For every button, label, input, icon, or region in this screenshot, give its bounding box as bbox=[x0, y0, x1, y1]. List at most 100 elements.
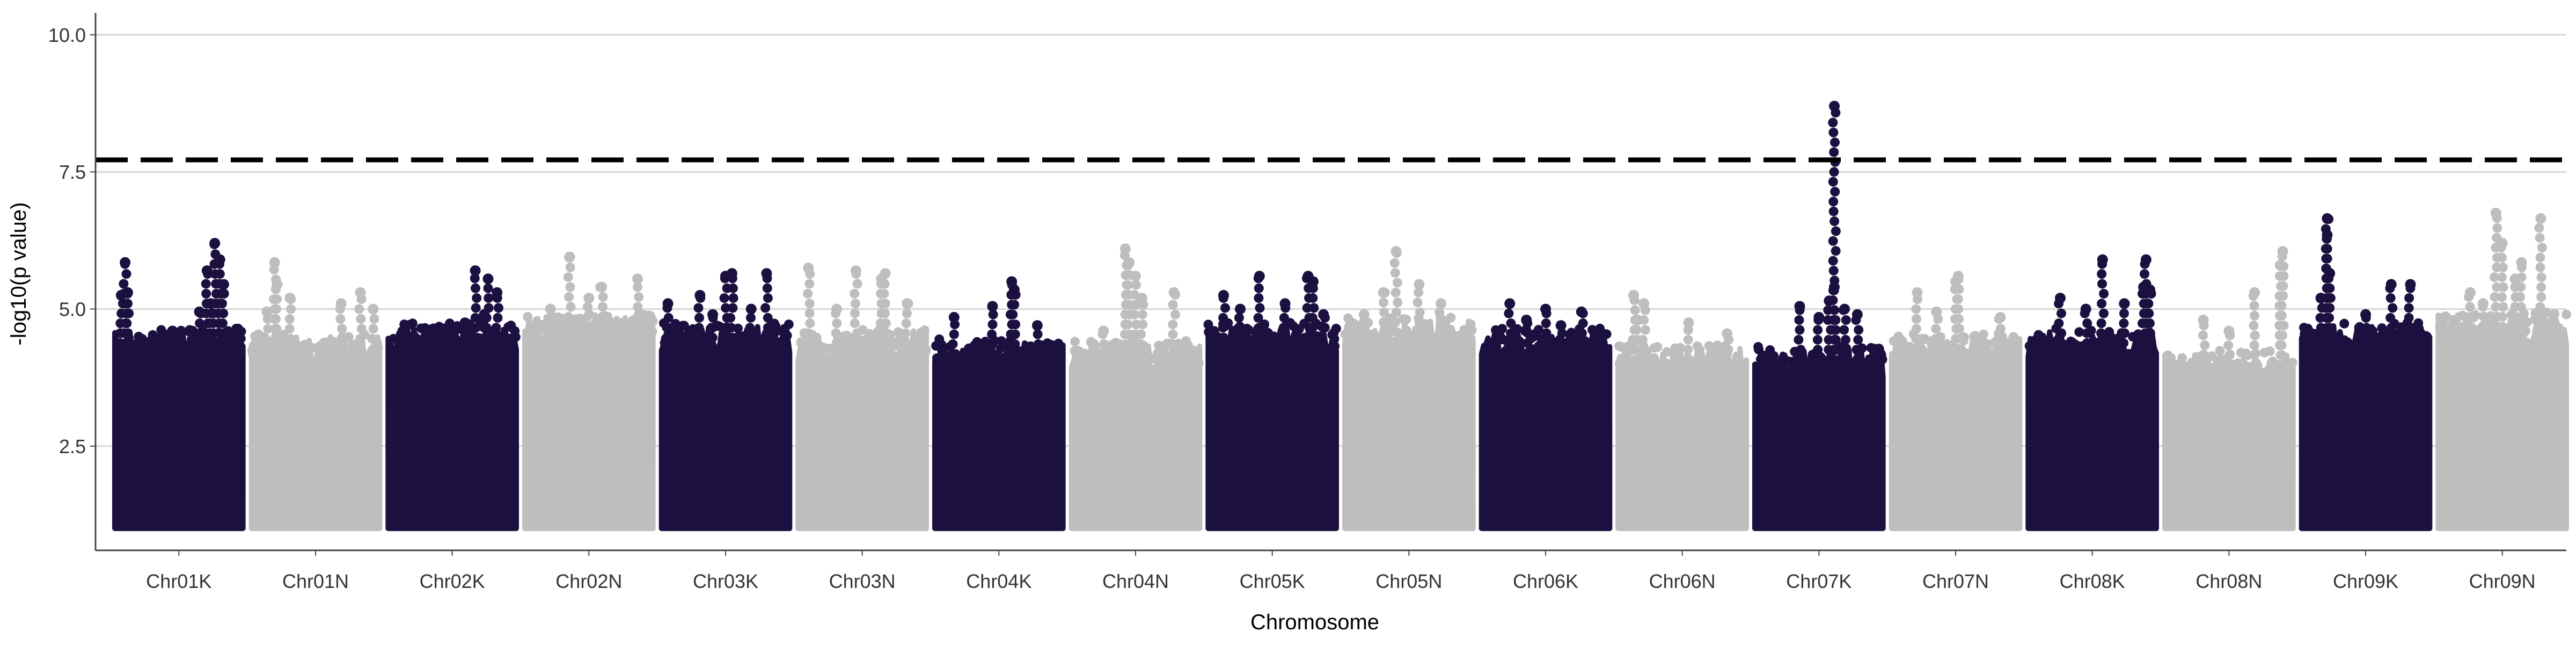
point bbox=[493, 312, 503, 323]
point bbox=[1578, 308, 1588, 318]
series-Chr07N bbox=[1889, 271, 2023, 532]
point bbox=[1633, 335, 1642, 345]
point bbox=[483, 283, 493, 293]
series-Chr09K bbox=[2299, 213, 2433, 532]
point bbox=[2068, 344, 2079, 354]
point bbox=[1930, 353, 1941, 364]
point bbox=[745, 332, 755, 343]
point bbox=[148, 338, 158, 348]
point bbox=[903, 299, 913, 309]
point bbox=[696, 293, 706, 303]
y-tick-label: 2.5 bbox=[59, 435, 86, 457]
point bbox=[272, 324, 282, 334]
point bbox=[1459, 325, 1469, 335]
point bbox=[2215, 346, 2225, 356]
point bbox=[1446, 312, 1456, 323]
point bbox=[2198, 370, 2208, 380]
point bbox=[1309, 332, 1320, 343]
point bbox=[1649, 343, 1659, 353]
point bbox=[2200, 340, 2210, 350]
point bbox=[2404, 332, 2414, 343]
point bbox=[763, 293, 773, 303]
point bbox=[2082, 318, 2092, 329]
point bbox=[582, 311, 592, 322]
point bbox=[893, 327, 903, 337]
point bbox=[201, 279, 211, 289]
point bbox=[1391, 287, 1401, 297]
point bbox=[2385, 332, 2395, 343]
point bbox=[204, 318, 215, 329]
series-Chr02K bbox=[385, 265, 521, 532]
point bbox=[1896, 338, 1906, 348]
point bbox=[2275, 340, 2285, 350]
point bbox=[236, 333, 246, 344]
point bbox=[565, 262, 575, 272]
point bbox=[356, 294, 367, 304]
point bbox=[2387, 323, 2396, 333]
point bbox=[2274, 330, 2285, 340]
point bbox=[1236, 343, 1247, 353]
point bbox=[949, 329, 959, 339]
point bbox=[1391, 307, 1401, 317]
point bbox=[2140, 269, 2149, 279]
point bbox=[1320, 323, 1330, 333]
x-tick-label: Chr07K bbox=[1786, 570, 1851, 592]
point bbox=[916, 328, 926, 338]
point bbox=[1020, 346, 1029, 356]
point bbox=[596, 331, 606, 341]
point bbox=[1504, 308, 1514, 318]
point bbox=[1278, 323, 1289, 333]
point bbox=[1652, 359, 1662, 369]
point bbox=[1840, 364, 1850, 374]
series-Chr06K bbox=[1479, 298, 1613, 532]
point bbox=[2535, 322, 2545, 332]
point bbox=[2074, 327, 2084, 337]
point bbox=[1008, 349, 1019, 359]
point bbox=[2404, 312, 2414, 323]
point bbox=[1218, 343, 1228, 353]
point bbox=[2496, 243, 2506, 253]
point bbox=[1308, 293, 1318, 303]
point bbox=[471, 303, 481, 313]
point bbox=[1823, 315, 1833, 325]
point bbox=[1219, 332, 1228, 343]
point bbox=[1713, 340, 1722, 351]
point bbox=[1076, 356, 1086, 366]
point bbox=[1675, 343, 1685, 353]
point bbox=[2145, 318, 2155, 329]
y-tick-label: 5.0 bbox=[59, 299, 86, 321]
point bbox=[1496, 332, 1506, 342]
point bbox=[2277, 261, 2287, 271]
point bbox=[2497, 292, 2507, 302]
point bbox=[269, 265, 279, 274]
point bbox=[2499, 331, 2509, 341]
point bbox=[998, 356, 1008, 366]
point bbox=[694, 323, 704, 333]
point bbox=[236, 341, 246, 352]
point bbox=[1435, 307, 1445, 317]
point bbox=[1931, 324, 1941, 334]
point bbox=[2140, 259, 2150, 269]
point bbox=[2249, 350, 2259, 360]
point bbox=[1828, 256, 1838, 266]
point bbox=[880, 269, 890, 279]
point bbox=[694, 332, 704, 343]
point bbox=[119, 279, 129, 289]
point bbox=[1506, 328, 1516, 338]
point bbox=[1813, 325, 1823, 335]
point bbox=[728, 303, 738, 313]
point-cloud-Chr05N bbox=[1342, 317, 1476, 532]
point bbox=[461, 323, 471, 333]
point bbox=[300, 339, 310, 350]
point bbox=[2224, 360, 2234, 370]
point bbox=[2511, 292, 2521, 302]
point bbox=[1360, 337, 1370, 347]
point bbox=[271, 314, 281, 324]
point bbox=[2341, 339, 2351, 350]
point bbox=[115, 328, 125, 338]
point bbox=[1380, 287, 1390, 297]
point bbox=[2414, 332, 2425, 343]
point bbox=[948, 359, 958, 369]
point bbox=[335, 314, 346, 324]
